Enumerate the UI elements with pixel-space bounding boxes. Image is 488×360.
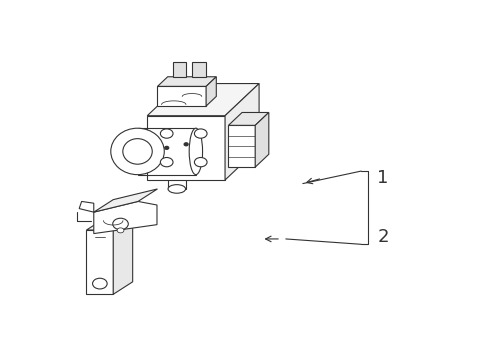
Circle shape bbox=[194, 157, 206, 167]
Circle shape bbox=[92, 278, 107, 289]
Polygon shape bbox=[94, 189, 157, 212]
Text: 1: 1 bbox=[376, 169, 388, 187]
Polygon shape bbox=[86, 230, 113, 294]
Circle shape bbox=[164, 147, 168, 149]
Ellipse shape bbox=[111, 128, 164, 175]
Polygon shape bbox=[86, 217, 132, 230]
Polygon shape bbox=[192, 63, 205, 77]
Circle shape bbox=[113, 218, 128, 230]
Polygon shape bbox=[94, 202, 157, 234]
Circle shape bbox=[160, 157, 173, 167]
Polygon shape bbox=[172, 63, 186, 77]
Polygon shape bbox=[147, 84, 259, 116]
Polygon shape bbox=[224, 84, 259, 180]
Polygon shape bbox=[228, 125, 255, 167]
Polygon shape bbox=[79, 202, 94, 212]
Circle shape bbox=[160, 129, 173, 138]
Polygon shape bbox=[228, 112, 268, 125]
Polygon shape bbox=[205, 77, 216, 106]
Polygon shape bbox=[113, 217, 132, 294]
Ellipse shape bbox=[168, 185, 185, 193]
Polygon shape bbox=[157, 77, 216, 86]
Circle shape bbox=[184, 143, 188, 146]
Circle shape bbox=[117, 228, 123, 233]
Circle shape bbox=[194, 129, 206, 138]
Polygon shape bbox=[147, 116, 224, 180]
Ellipse shape bbox=[122, 139, 152, 164]
Text: 2: 2 bbox=[376, 228, 388, 246]
Polygon shape bbox=[157, 86, 205, 106]
Polygon shape bbox=[255, 112, 268, 167]
Ellipse shape bbox=[189, 128, 202, 175]
